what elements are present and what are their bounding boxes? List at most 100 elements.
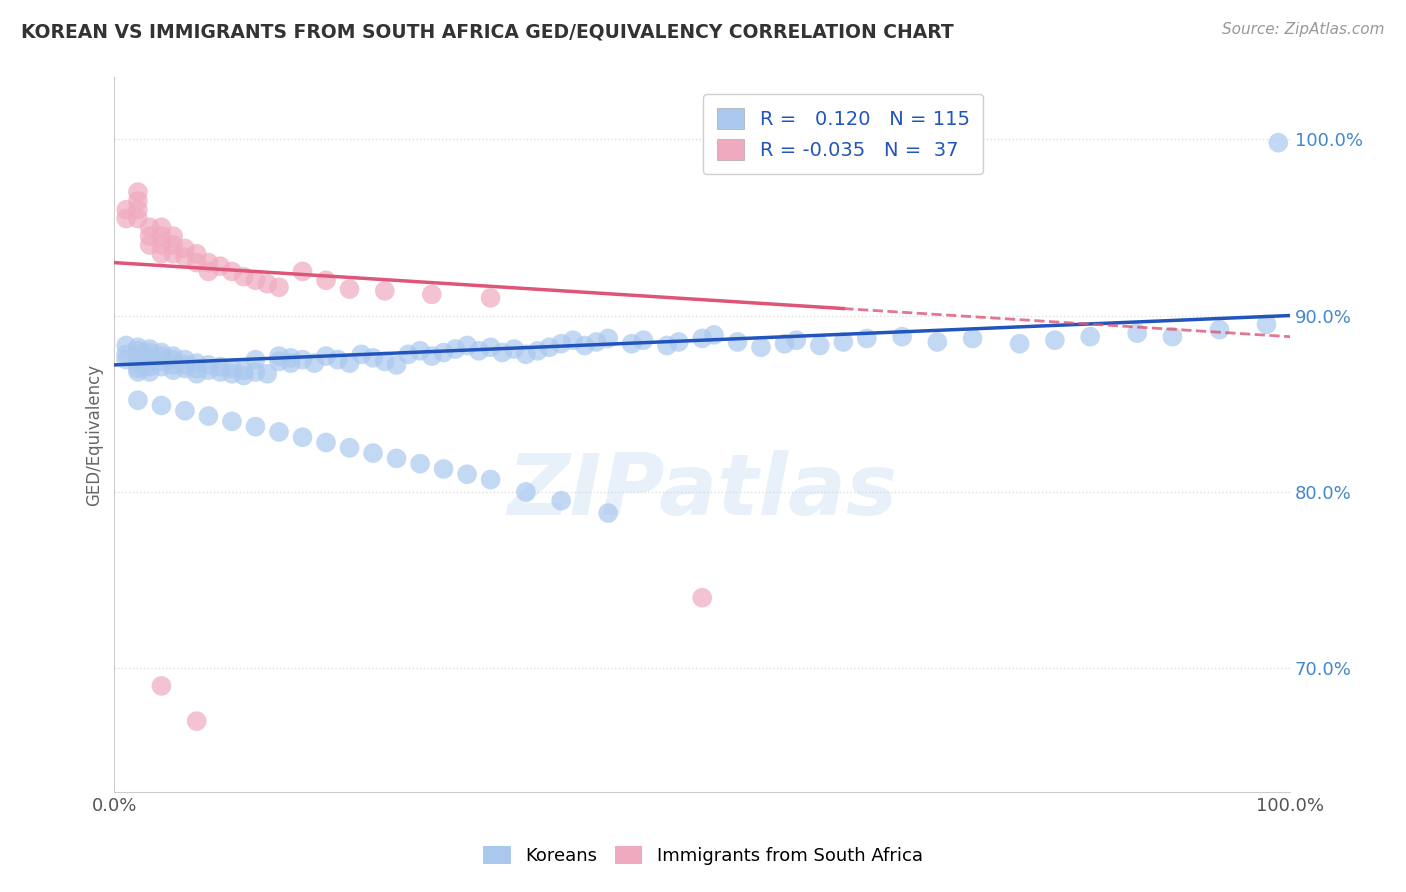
Point (832, 334, 855, 349)
Point (432, 345, 454, 359)
Point (186, 356, 208, 370)
Point (479, 291, 502, 305)
Point (245, 352, 267, 367)
Point (197, 363, 219, 377)
Point (891, 329, 914, 343)
Point (339, 356, 361, 370)
Point (374, 354, 396, 368)
Point (561, 333, 583, 347)
Text: ZIPatlas: ZIPatlas (508, 450, 897, 533)
Point (420, 349, 443, 363)
Point (749, 340, 772, 354)
Point (186, 247, 208, 261)
Point (326, 352, 349, 367)
Point (515, 347, 537, 361)
Point (690, 331, 713, 345)
Point (221, 414, 243, 428)
Point (267, 425, 290, 439)
Point (256, 367, 278, 381)
Point (291, 352, 314, 367)
Point (1208, 323, 1230, 337)
Point (174, 403, 197, 417)
Point (197, 264, 219, 278)
Point (420, 287, 443, 301)
Point (515, 484, 537, 499)
Point (1008, 336, 1031, 351)
Point (138, 359, 160, 374)
Text: Source: ZipAtlas.com: Source: ZipAtlas.com (1222, 22, 1385, 37)
Point (396, 347, 419, 361)
Point (150, 349, 173, 363)
Point (385, 358, 408, 372)
Point (538, 340, 561, 354)
Point (162, 352, 184, 367)
Point (150, 247, 173, 261)
Point (585, 334, 607, 349)
Point (221, 367, 243, 381)
Point (150, 679, 173, 693)
Point (127, 365, 149, 379)
Point (138, 356, 160, 370)
Point (127, 349, 149, 363)
Point (444, 342, 467, 356)
Point (927, 334, 949, 349)
Point (115, 338, 138, 352)
Point (127, 356, 149, 370)
Point (668, 334, 690, 349)
Point (703, 327, 725, 342)
Point (186, 255, 208, 269)
Point (138, 238, 160, 252)
Point (150, 229, 173, 244)
Point (620, 336, 643, 351)
Point (280, 356, 302, 370)
Point (245, 365, 267, 379)
Point (138, 351, 160, 365)
Point (785, 333, 807, 347)
Point (186, 361, 208, 376)
Point (150, 345, 173, 359)
Point (468, 343, 491, 358)
Point (150, 238, 173, 252)
Point (174, 358, 197, 372)
Point (197, 358, 219, 372)
Point (727, 334, 749, 349)
Point (127, 340, 149, 354)
Point (808, 338, 831, 352)
Point (574, 338, 596, 352)
Point (197, 255, 219, 269)
Point (127, 352, 149, 367)
Point (115, 347, 138, 361)
Point (127, 202, 149, 217)
Point (138, 229, 160, 244)
Point (267, 349, 290, 363)
Point (267, 280, 290, 294)
Point (1256, 318, 1278, 332)
Point (374, 284, 396, 298)
Point (479, 473, 502, 487)
Point (162, 358, 184, 372)
Point (245, 419, 267, 434)
Legend: Koreans, Immigrants from South Africa: Koreans, Immigrants from South Africa (474, 837, 932, 874)
Point (773, 336, 796, 351)
Point (150, 220, 173, 235)
Point (385, 451, 408, 466)
Point (150, 399, 173, 413)
Point (350, 347, 373, 361)
Point (1161, 329, 1184, 343)
Point (598, 331, 620, 345)
Point (491, 345, 513, 359)
Point (127, 194, 149, 208)
Point (690, 591, 713, 605)
Point (291, 430, 314, 444)
Point (127, 343, 149, 358)
Point (256, 277, 278, 291)
Point (361, 351, 384, 365)
Point (138, 345, 160, 359)
Point (138, 365, 160, 379)
Point (127, 185, 149, 199)
Point (361, 446, 384, 460)
Point (127, 361, 149, 376)
Point (174, 250, 197, 264)
Point (633, 333, 655, 347)
Point (232, 363, 254, 377)
